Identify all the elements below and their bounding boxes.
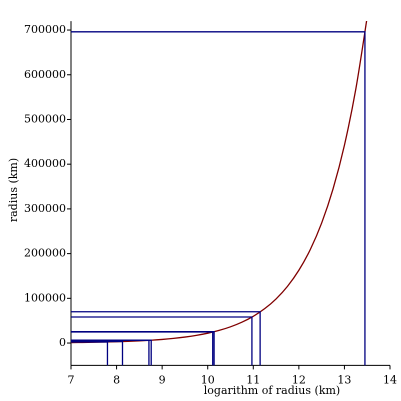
y-tick-label: 700000 (24, 23, 66, 36)
drop-line (71, 331, 215, 366)
drop-line (71, 31, 366, 366)
y-tick-label: 100000 (24, 291, 66, 304)
y-tick-label: 0 (59, 336, 66, 349)
x-tick-label: 7 (68, 373, 75, 386)
x-tick-label: 12 (292, 373, 306, 386)
curve (71, 21, 368, 344)
x-tick-label: 11 (246, 373, 260, 386)
drop-line (71, 311, 261, 366)
drop-line (71, 339, 152, 366)
y-tick-label: 600000 (24, 68, 66, 81)
drop-line (71, 341, 109, 366)
y-axis-label: radius (km) (7, 158, 20, 222)
y-tick-label: 400000 (24, 157, 66, 170)
y-tick-label: 200000 (24, 247, 66, 260)
x-tick-label: 9 (159, 373, 166, 386)
drop-line (71, 316, 253, 366)
x-axis-label: logarithm of radius (km) (204, 384, 340, 397)
x-tick-label: 13 (337, 373, 351, 386)
x-tick-label: 14 (383, 373, 397, 386)
x-tick-label: 10 (201, 373, 215, 386)
y-tick-label: 300000 (24, 202, 66, 215)
x-tick-label: 8 (113, 373, 120, 386)
drop-line (71, 340, 124, 366)
y-tick-label: 500000 (24, 112, 66, 125)
drop-line (71, 331, 214, 366)
drop-line (71, 339, 150, 366)
